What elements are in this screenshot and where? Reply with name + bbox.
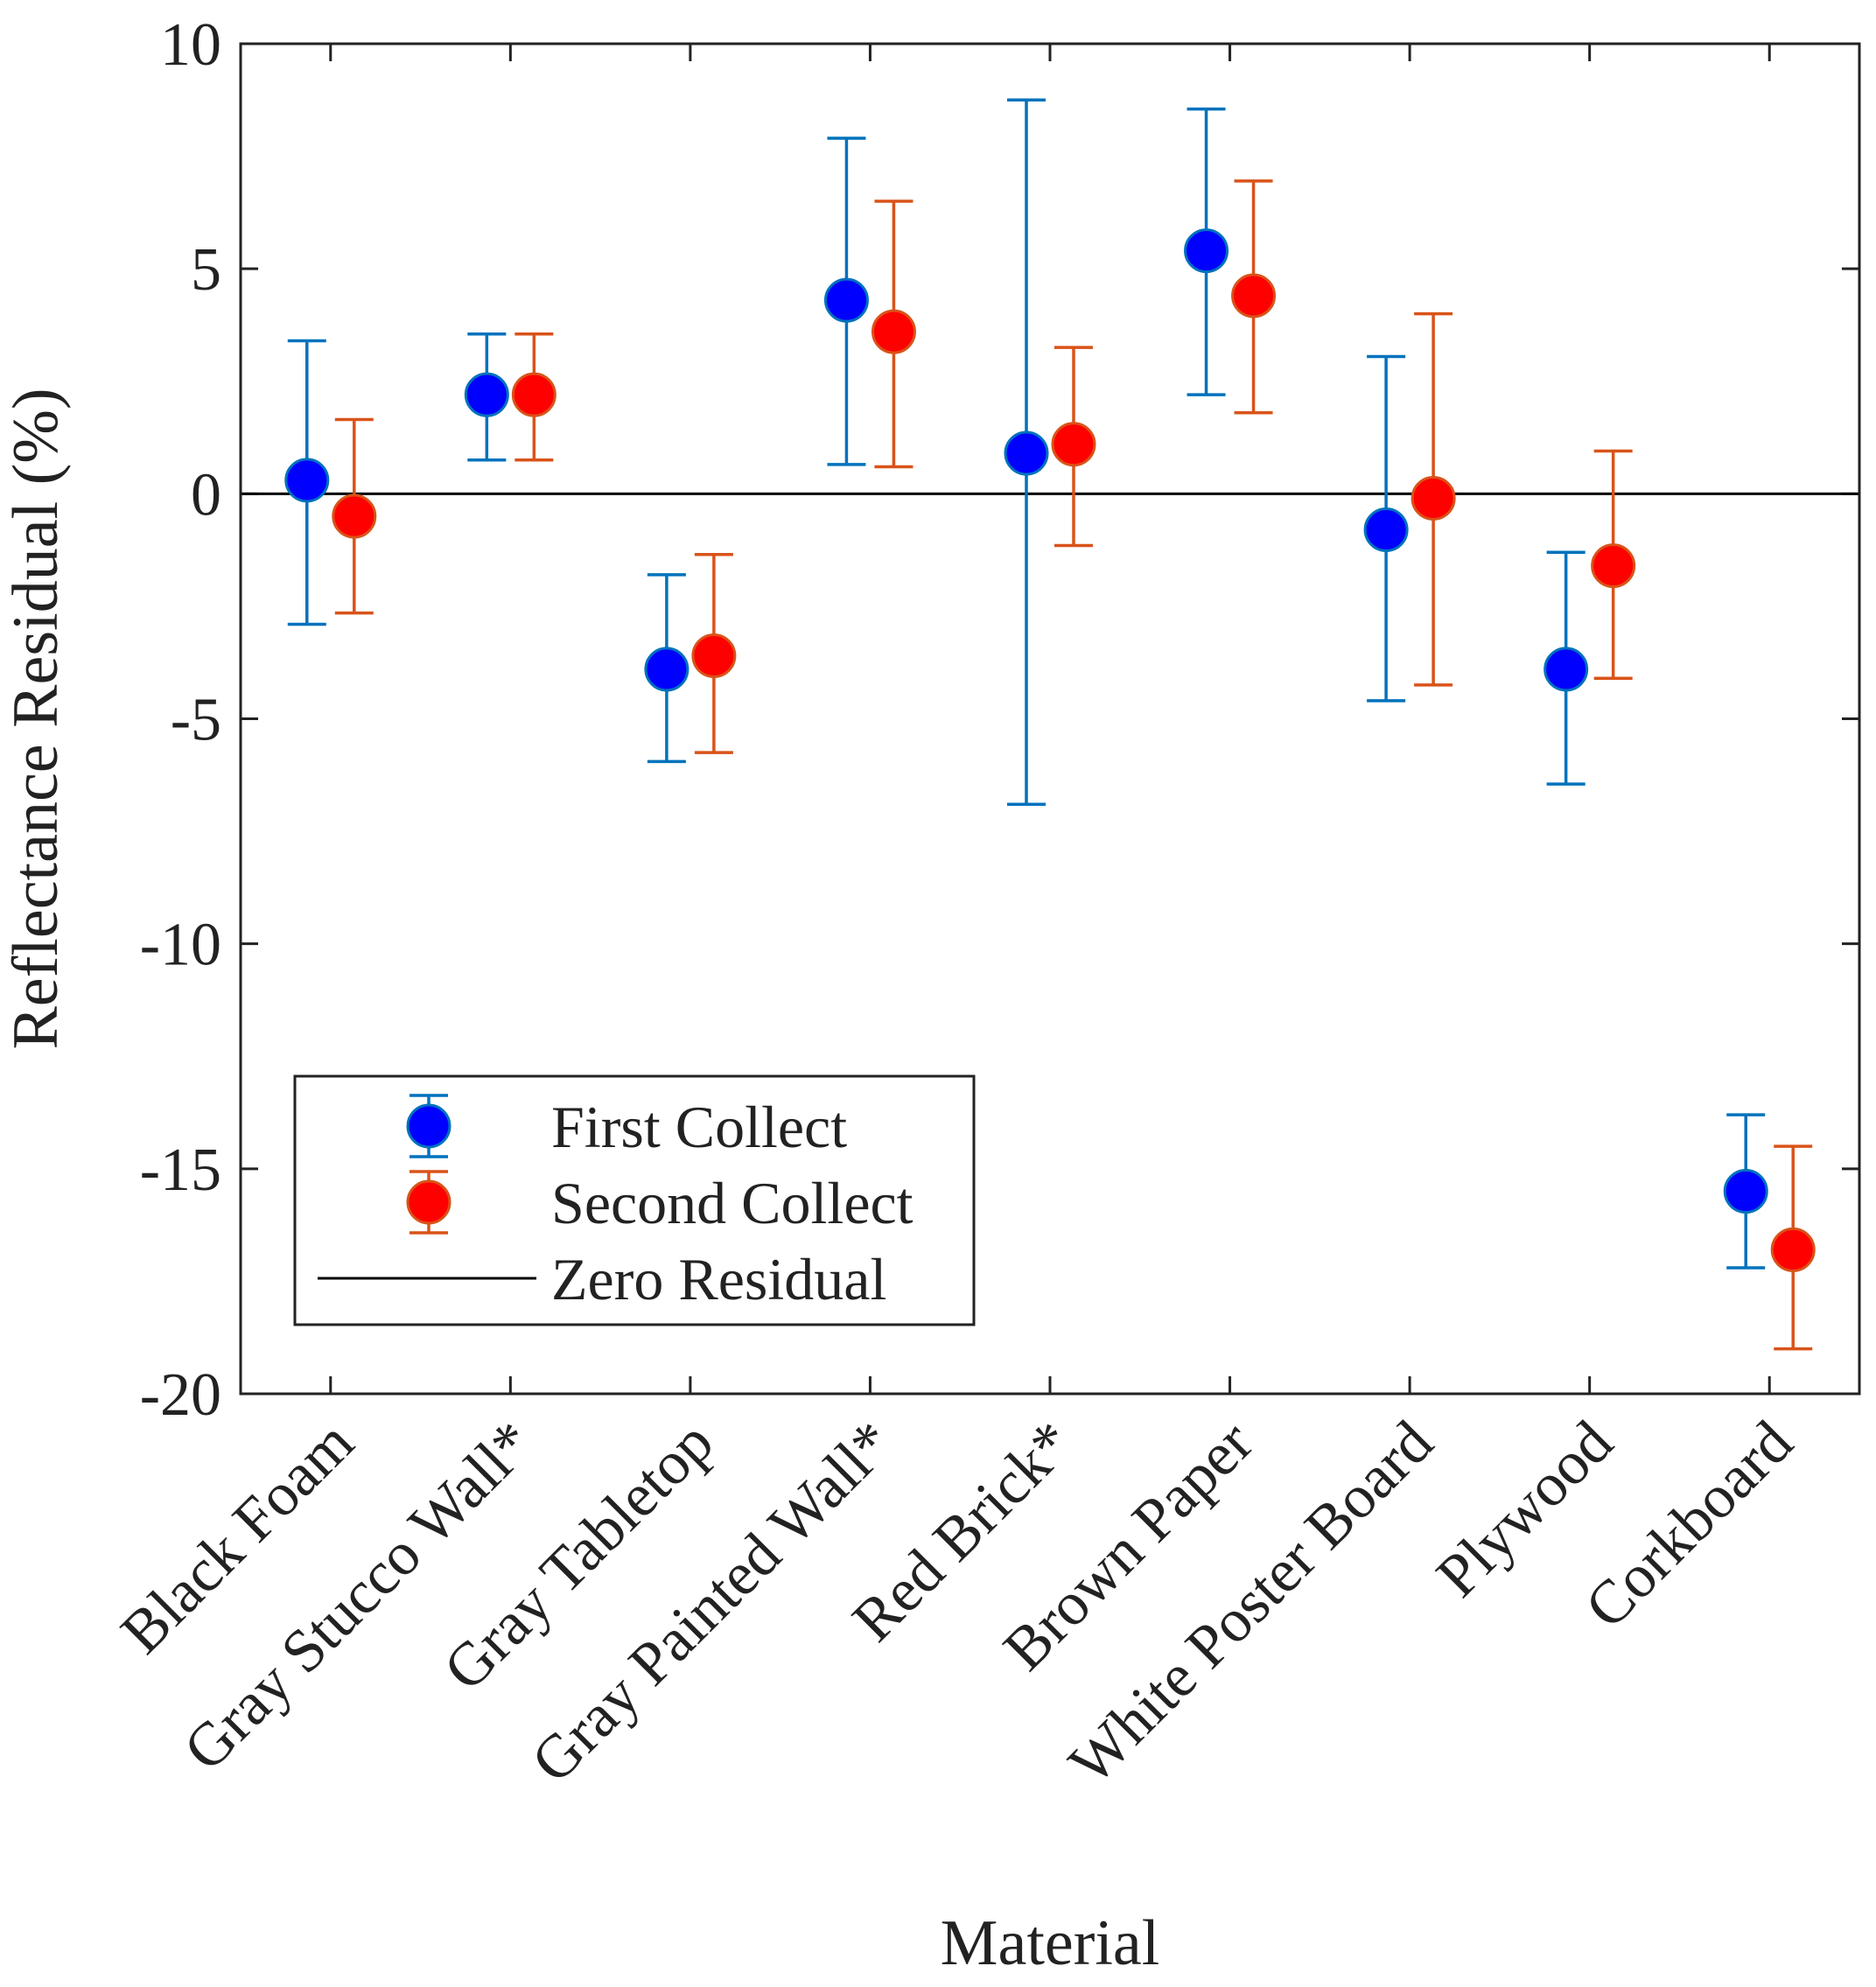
- plot-frame: [239, 42, 1861, 1396]
- legend-label: First Collect: [551, 1094, 847, 1160]
- legend-second-collect-marker: [406, 1179, 452, 1225]
- first-collect-point: [1544, 647, 1589, 692]
- y-tick-label: -15: [140, 1137, 221, 1204]
- y-tick-label: 0: [191, 461, 221, 528]
- second-collect-point: [1231, 273, 1277, 318]
- first-collect-point: [1184, 228, 1229, 274]
- second-collect-point: [1770, 1227, 1816, 1272]
- x-axis-title: Material: [941, 1907, 1160, 1979]
- second-collect-point: [1410, 475, 1456, 521]
- first-collect-point: [464, 372, 509, 417]
- second-collect-point: [691, 633, 737, 678]
- legend: First Collect Second Collect Zero Residual: [293, 1074, 976, 1326]
- second-collect-point: [1051, 422, 1096, 467]
- y-tick-label: -20: [140, 1361, 221, 1429]
- y-axis-title: Reflectance Residual (%): [0, 388, 72, 1049]
- first-collect-point: [823, 277, 869, 323]
- y-tick-label: -10: [140, 912, 221, 979]
- legend-label: Zero Residual: [551, 1246, 886, 1312]
- first-collect-point: [1363, 507, 1409, 552]
- y-tick-label: 10: [160, 11, 221, 79]
- second-collect-point: [1591, 543, 1636, 589]
- data-layer: [241, 98, 1859, 1351]
- y-tick-label: 5: [191, 236, 221, 304]
- first-collect-point: [1723, 1169, 1768, 1214]
- legend-first-collect-marker: [406, 1103, 452, 1149]
- second-collect-point: [871, 309, 916, 354]
- y-tick-label: -5: [171, 687, 221, 754]
- second-collect-point: [511, 372, 556, 417]
- first-collect-point: [284, 458, 330, 503]
- second-collect-point: [332, 493, 377, 539]
- legend-label: Second Collect: [551, 1170, 914, 1236]
- tick-layer: [241, 42, 1859, 1396]
- first-collect-point: [1004, 430, 1049, 476]
- legend-box: [293, 1074, 976, 1326]
- first-collect-point: [644, 647, 690, 692]
